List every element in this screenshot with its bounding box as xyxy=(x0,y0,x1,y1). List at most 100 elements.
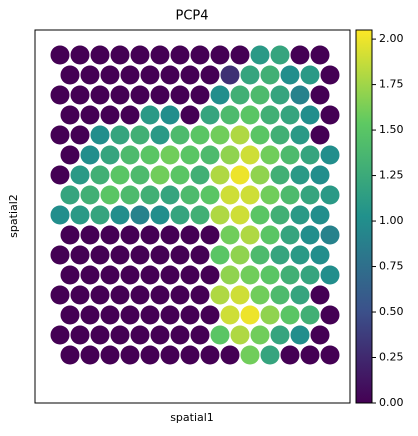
spot xyxy=(230,165,250,185)
spot xyxy=(280,225,300,245)
spot xyxy=(190,205,210,225)
spot xyxy=(80,305,100,325)
spot xyxy=(300,345,320,365)
spot xyxy=(240,225,260,245)
spot xyxy=(100,305,120,325)
spot xyxy=(110,165,130,185)
spot xyxy=(200,185,220,205)
spot xyxy=(250,165,270,185)
y-axis-label: spatial2 xyxy=(7,194,20,238)
spot xyxy=(60,305,80,325)
spot xyxy=(280,145,300,165)
spot xyxy=(110,85,130,105)
spot xyxy=(270,165,290,185)
spot xyxy=(170,285,190,305)
spot xyxy=(210,85,230,105)
spot xyxy=(60,65,80,85)
spot xyxy=(170,205,190,225)
spot xyxy=(90,285,110,305)
spot xyxy=(70,165,90,185)
plot-frame xyxy=(34,29,351,404)
spot xyxy=(320,105,340,125)
spot xyxy=(110,325,130,345)
spot xyxy=(140,145,160,165)
spot xyxy=(180,265,200,285)
spot xyxy=(100,65,120,85)
spot xyxy=(90,205,110,225)
spot xyxy=(230,85,250,105)
spot xyxy=(180,345,200,365)
spot xyxy=(140,185,160,205)
spot xyxy=(290,285,310,305)
spot xyxy=(230,325,250,345)
spot xyxy=(220,345,240,365)
spot xyxy=(160,305,180,325)
spot xyxy=(100,145,120,165)
spot xyxy=(130,45,150,65)
spot xyxy=(260,145,280,165)
spot xyxy=(180,225,200,245)
spot xyxy=(310,45,330,65)
spot xyxy=(250,125,270,145)
spot xyxy=(230,245,250,265)
spot xyxy=(290,45,310,65)
spot xyxy=(90,325,110,345)
spot xyxy=(100,225,120,245)
spot xyxy=(310,285,330,305)
spot xyxy=(250,285,270,305)
colorbar xyxy=(355,29,373,404)
spot xyxy=(140,225,160,245)
spot xyxy=(170,125,190,145)
spot xyxy=(320,65,340,85)
spot xyxy=(50,245,70,265)
spot xyxy=(150,245,170,265)
spot xyxy=(60,145,80,165)
spot xyxy=(220,105,240,125)
colorbar-tick-label: 0.75 xyxy=(379,260,404,273)
spot xyxy=(150,205,170,225)
spot xyxy=(190,245,210,265)
spot xyxy=(140,265,160,285)
spot xyxy=(210,205,230,225)
spot xyxy=(320,305,340,325)
spot xyxy=(80,105,100,125)
spot xyxy=(310,165,330,185)
spot xyxy=(230,285,250,305)
spot xyxy=(150,85,170,105)
spot xyxy=(220,305,240,325)
spot xyxy=(90,165,110,185)
spot xyxy=(290,205,310,225)
spot xyxy=(50,45,70,65)
spot xyxy=(200,145,220,165)
spot xyxy=(190,85,210,105)
spot xyxy=(200,305,220,325)
spot xyxy=(80,65,100,85)
spot xyxy=(320,265,340,285)
spot xyxy=(320,185,340,205)
spot xyxy=(240,305,260,325)
spot xyxy=(50,165,70,185)
spot xyxy=(170,325,190,345)
spot xyxy=(160,225,180,245)
spot xyxy=(210,125,230,145)
spot xyxy=(70,325,90,345)
spot xyxy=(50,125,70,145)
spot xyxy=(230,45,250,65)
spot xyxy=(220,185,240,205)
spot xyxy=(80,145,100,165)
spot xyxy=(70,45,90,65)
spot xyxy=(160,65,180,85)
spot xyxy=(120,65,140,85)
colorbar-tick-label: 0.00 xyxy=(379,396,404,409)
spot xyxy=(80,345,100,365)
spot xyxy=(100,345,120,365)
spot xyxy=(80,265,100,285)
spot xyxy=(210,325,230,345)
spot xyxy=(180,305,200,325)
spot xyxy=(200,265,220,285)
spot xyxy=(240,105,260,125)
spot xyxy=(50,325,70,345)
spot xyxy=(70,125,90,145)
spot xyxy=(120,225,140,245)
